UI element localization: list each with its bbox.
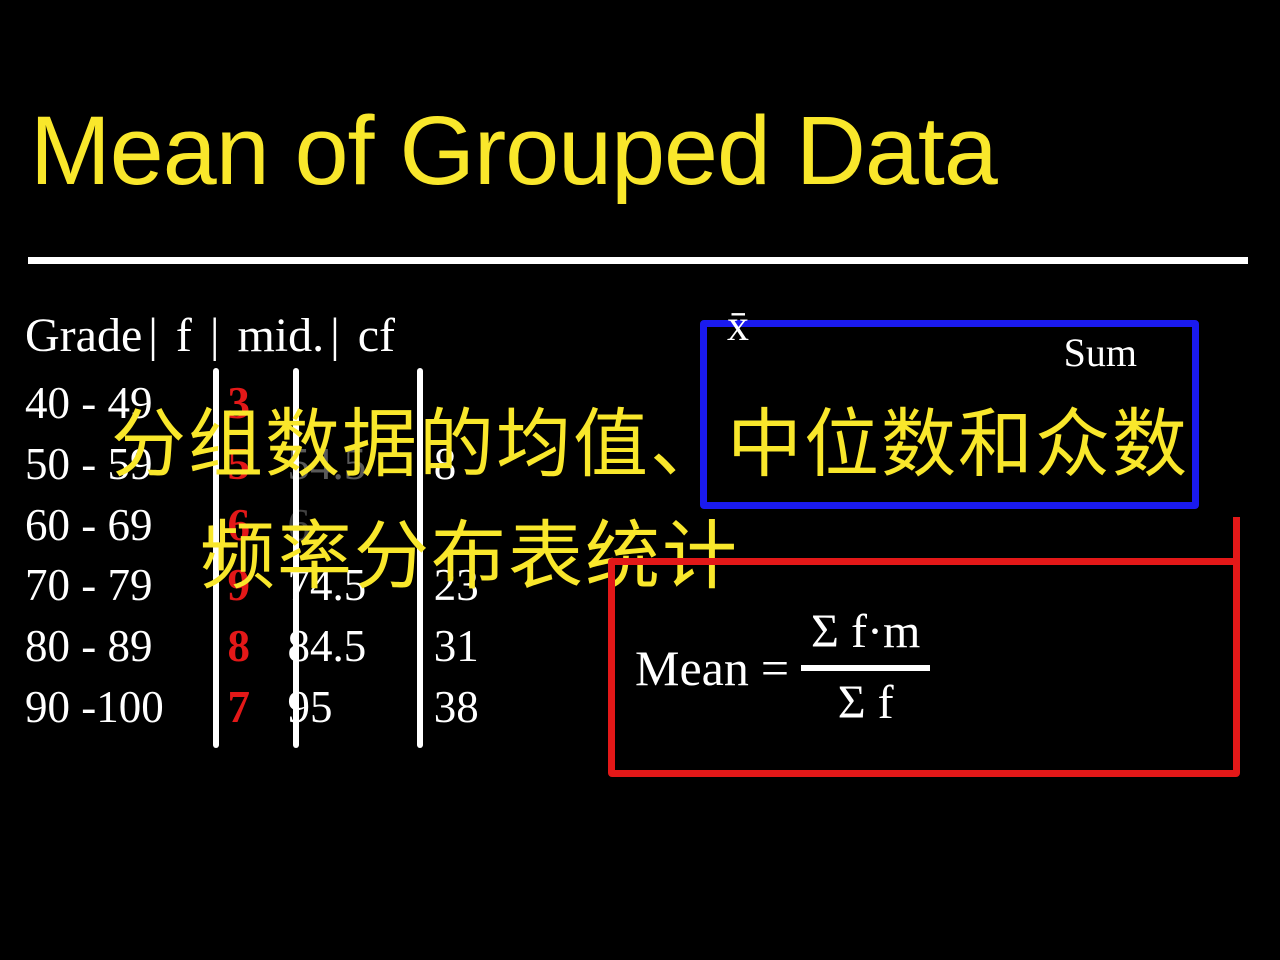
fraction-bar (801, 665, 930, 671)
page-title: Mean of Grouped Data (30, 95, 997, 207)
cell-frequency: 8 (211, 616, 266, 677)
sum-fragment: Sum (1064, 329, 1137, 376)
header-grade: Grade (25, 309, 142, 362)
mean-fraction: Σ f·m Σ f (801, 606, 930, 730)
cell-cumulative: 31 (419, 616, 514, 677)
cell-grade: 70 - 79 (25, 555, 200, 616)
cell-cumulative: 38 (419, 677, 514, 738)
header-midpoint: mid. (237, 309, 324, 362)
cell-frequency: 7 (211, 677, 266, 738)
fraction-numerator: Σ f·m (801, 606, 930, 659)
cell-grade: 60 - 69 (25, 495, 200, 556)
cell-grade: 90 -100 (25, 677, 200, 738)
xbar-symbol: x̄ (727, 300, 749, 351)
cell-midpoint: 84.5 (278, 616, 408, 677)
header-cumulative: cf (358, 309, 395, 362)
red-formula-box: Mean = Σ f·m Σ f (608, 558, 1240, 777)
cell-grade: 80 - 89 (25, 616, 200, 677)
table-row: 90 -100 7 95 38 (25, 677, 514, 738)
fraction-denominator: Σ f (828, 677, 904, 730)
cell-midpoint: 95 (278, 677, 408, 738)
table-header-row: Grade| f | mid.| cf (25, 308, 514, 363)
header-frequency: f (176, 309, 192, 362)
title-underline (28, 257, 1248, 264)
subtitle-line-1: 分组数据的均值、中位数和众数 (40, 383, 1260, 492)
table-row: 80 - 89 8 84.5 31 (25, 616, 514, 677)
equals-sign: = (749, 639, 801, 697)
mean-label: Mean (635, 639, 749, 697)
